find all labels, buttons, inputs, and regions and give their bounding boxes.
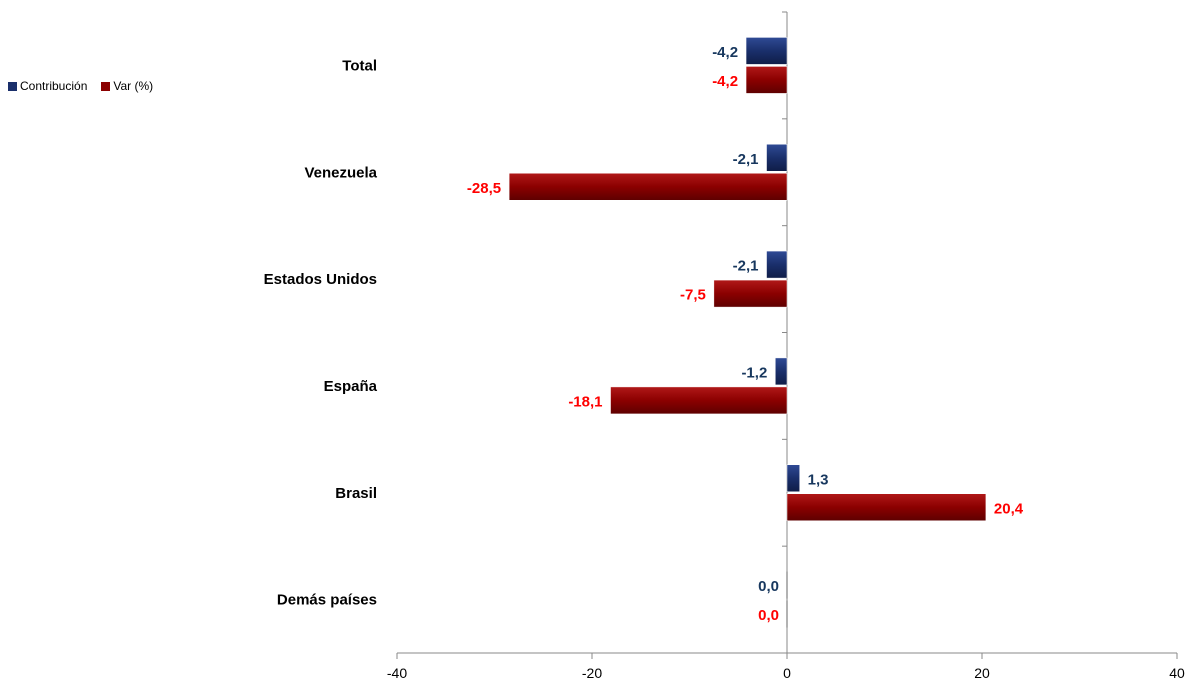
- contribution-bar: [786, 464, 800, 492]
- variation-value-label: -7,5: [680, 287, 706, 304]
- x-tick-label: 40: [1169, 665, 1185, 681]
- contribution-value-label: 1,3: [808, 471, 829, 488]
- category-label: Brasil: [335, 485, 377, 502]
- contribution-value-label: -4,2: [712, 44, 738, 61]
- x-tick-label: -40: [387, 665, 407, 681]
- variation-value-label: 0,0: [758, 607, 779, 624]
- variation-bar: [786, 493, 987, 521]
- legend-label-contribucion: Contribución: [20, 79, 88, 93]
- legend-swatch-contribucion: [8, 81, 17, 91]
- variation-value-label: -28,5: [467, 180, 501, 197]
- category-label: España: [324, 378, 378, 395]
- variation-bar: [610, 386, 788, 415]
- variation-bar: [786, 600, 788, 628]
- contribution-value-label: -2,1: [733, 151, 759, 168]
- legend-swatch-var: [101, 81, 111, 91]
- category-label: Estados Unidos: [264, 271, 377, 288]
- contribution-bar: [745, 37, 788, 65]
- x-tick-label: 20: [974, 665, 990, 681]
- variation-value-label: 20,4: [994, 500, 1024, 517]
- contribution-value-label: -2,1: [733, 258, 759, 275]
- contribution-bar: [766, 250, 788, 279]
- legend-item-var: Var (%): [101, 79, 153, 93]
- labels: Total -4,2 -4,2 Venezuela -2,1 -28,5 Estados U…: [264, 44, 1024, 624]
- variation-value-label: -4,2: [712, 73, 738, 90]
- variation-bar: [713, 279, 788, 308]
- variation-value-label: -18,1: [568, 393, 602, 410]
- category-label: Total: [342, 57, 377, 74]
- category-label: Demás países: [277, 592, 377, 609]
- bars: [508, 37, 987, 628]
- variation-bar: [745, 66, 788, 94]
- x-tick-label: 0: [783, 665, 791, 681]
- category-label: Venezuela: [304, 164, 377, 181]
- contribution-value-label: -1,2: [741, 364, 767, 381]
- legend-item-contribucion: Contribución: [8, 79, 87, 93]
- contribution-bar: [786, 571, 788, 599]
- variation-bar: [508, 173, 788, 201]
- contribution-bar: [766, 144, 788, 172]
- contribution-bar: [775, 357, 788, 386]
- x-tick-label: -20: [582, 665, 602, 681]
- contribution-value-label: 0,0: [758, 578, 779, 595]
- legend: Contribución Var (%): [8, 79, 167, 93]
- legend-label-var: Var (%): [113, 79, 154, 93]
- axes: -40 -20 0 20 40: [387, 11, 1185, 681]
